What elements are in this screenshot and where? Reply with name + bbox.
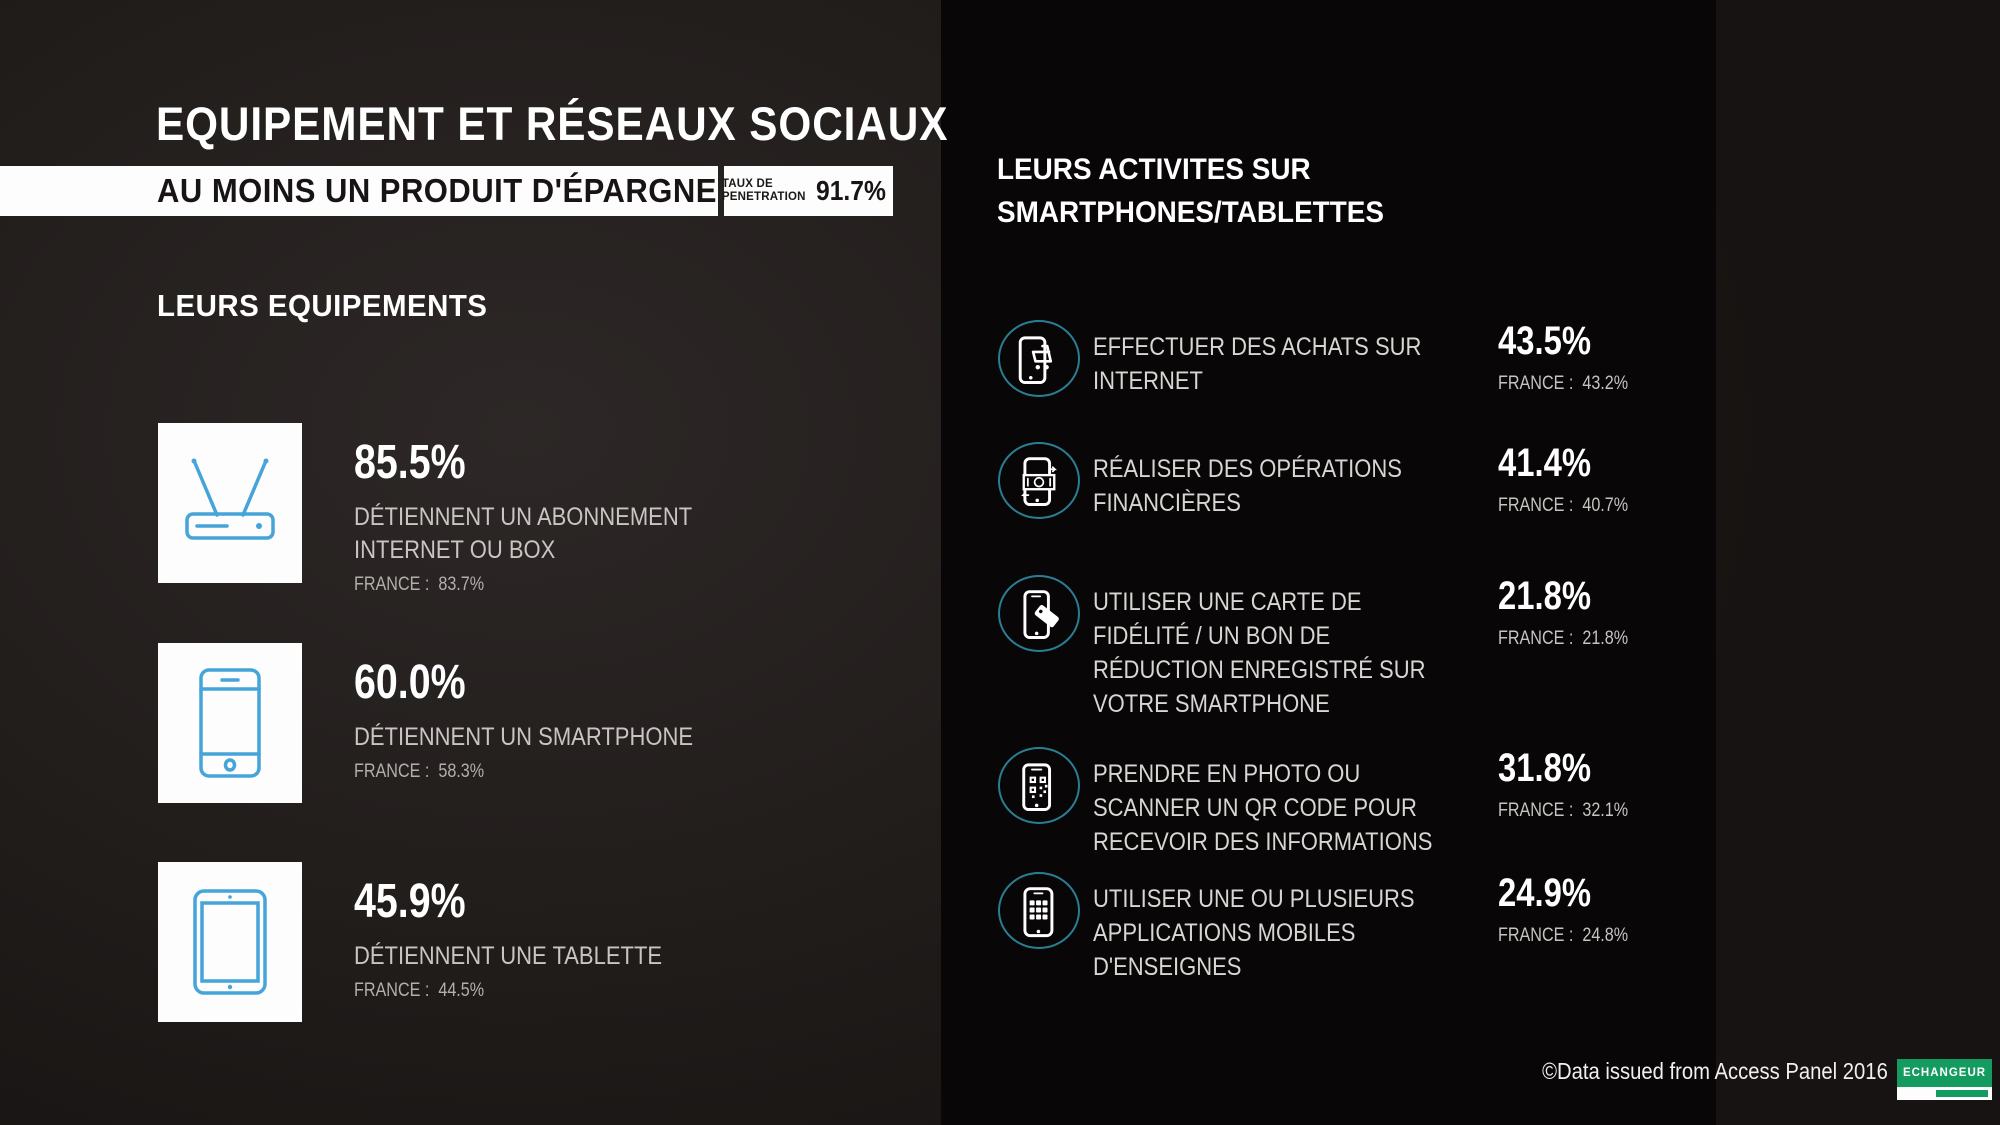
activity-values: 21.8% FRANCE : 21.8% xyxy=(1498,575,1708,650)
equipment-value: 85.5% xyxy=(354,436,466,489)
equipment-text: 60.0% DÉTIENNENT UN SMARTPHONE FRANCE : … xyxy=(354,643,739,803)
equipment-france-value: FRANCE : 83.7% xyxy=(354,574,485,595)
equipment-row-smartphone: 60.0% DÉTIENNENT UN SMARTPHONE FRANCE : … xyxy=(158,643,918,803)
activity-value: 21.8% xyxy=(1498,574,1592,618)
activity-values: 24.9% FRANCE : 24.8% xyxy=(1498,872,1708,947)
icon-card xyxy=(158,862,302,1022)
icon-circle xyxy=(998,575,1080,652)
icon-card xyxy=(158,643,302,803)
activity-row-carte-fidelite: UTILISER UNE CARTE DE FIDÉLITÉ / UN BON … xyxy=(998,575,1708,718)
activity-france-value: FRANCE : 43.2% xyxy=(1498,373,1629,394)
activity-row-qr-code: PRENDRE EN PHOTO OU SCANNER UN QR CODE P… xyxy=(998,747,1708,867)
activity-france-value: FRANCE : 24.8% xyxy=(1498,925,1629,946)
equipment-label: DÉTIENNENT UNE TABLETTE xyxy=(354,942,663,970)
activity-values: 31.8% FRANCE : 32.1% xyxy=(1498,747,1708,822)
section-title-equipments: LEURS EQUIPEMENTS xyxy=(157,288,488,323)
activity-values: 41.4% FRANCE : 40.7% xyxy=(1498,442,1708,517)
icon-circle xyxy=(998,872,1080,949)
equipment-text: 45.9% DÉTIENNENT UNE TABLETTE FRANCE : 4… xyxy=(354,862,704,1022)
activity-france-value: FRANCE : 40.7% xyxy=(1498,495,1629,516)
penetration-rate-label: TAUX DE PENETRATION xyxy=(721,178,806,203)
penetration-rate-box: TAUX DE PENETRATION 91.7% xyxy=(721,166,893,216)
activity-value: 24.9% xyxy=(1498,871,1592,915)
phone-money-icon xyxy=(1012,454,1066,508)
phone-apps-icon xyxy=(1012,884,1066,938)
activity-value: 41.4% xyxy=(1498,441,1592,485)
banner-label: AU MOINS UN PRODUIT D'ÉPARGNE xyxy=(157,172,717,209)
activity-label: UTILISER UNE OU PLUSIEURS APPLICATIONS M… xyxy=(1093,885,1415,981)
smartphone-icon xyxy=(194,665,266,781)
activity-label: PRENDRE EN PHOTO OU SCANNER UN QR CODE P… xyxy=(1093,760,1433,856)
activity-label: RÉALISER DES OPÉRATIONS FINANCIÈRES xyxy=(1093,455,1402,517)
copyright-text: ©Data issued from Access Panel 2016 xyxy=(1542,1058,1888,1084)
echangeur-logo: ECHANGEUR xyxy=(1897,1059,1992,1100)
activity-row-achats-internet: EFFECTUER DES ACHATS SUR INTERNET 43.5% … xyxy=(998,320,1708,430)
tablet-icon xyxy=(189,886,271,998)
penetration-rate-value: 91.7% xyxy=(815,175,886,206)
banner: AU MOINS UN PRODUIT D'ÉPARGNE xyxy=(0,166,718,216)
activity-france-value: FRANCE : 21.8% xyxy=(1498,628,1629,649)
equipment-value: 45.9% xyxy=(354,875,466,928)
right-panel-background xyxy=(941,0,1716,1125)
equipment-label: DÉTIENNENT UN ABONNEMENT INTERNET OU BOX xyxy=(354,503,693,564)
equipment-row-tablet: 45.9% DÉTIENNENT UNE TABLETTE FRANCE : 4… xyxy=(158,862,918,1022)
icon-circle xyxy=(998,320,1080,397)
phone-cart-icon xyxy=(1012,332,1066,386)
page-title: EQUIPEMENT ET RÉSEAUX SOCIAUX xyxy=(156,97,949,150)
equipment-label: DÉTIENNENT UN SMARTPHONE xyxy=(354,723,694,751)
activity-france-value: FRANCE : 32.1% xyxy=(1498,800,1629,821)
phone-qr-icon xyxy=(1012,759,1066,813)
activity-label: EFFECTUER DES ACHATS SUR INTERNET xyxy=(1093,333,1422,395)
phone-tag-icon xyxy=(1012,587,1066,641)
equipment-text: 85.5% DÉTIENNENT UN ABONNEMENT INTERNET … xyxy=(354,423,738,596)
activity-row-operations-financieres: RÉALISER DES OPÉRATIONS FINANCIÈRES 41.4… xyxy=(998,442,1708,552)
section-title-activities: LEURS ACTIVITES SUR SMARTPHONES/TABLETTE… xyxy=(997,153,1384,229)
activity-row-applications-enseignes: UTILISER UNE OU PLUSIEURS APPLICATIONS M… xyxy=(998,872,1708,992)
activity-values: 43.5% FRANCE : 43.2% xyxy=(1498,320,1708,395)
echangeur-logo-baseline xyxy=(1897,1087,1992,1100)
echangeur-logo-text: ECHANGEUR xyxy=(1897,1059,1992,1087)
activity-label: UTILISER UNE CARTE DE FIDÉLITÉ / UN BON … xyxy=(1093,588,1426,718)
icon-circle xyxy=(998,442,1080,519)
equipment-row-internet-box: 85.5% DÉTIENNENT UN ABONNEMENT INTERNET … xyxy=(158,423,918,596)
icon-card xyxy=(158,423,302,583)
equipment-france-value: FRANCE : 58.3% xyxy=(354,761,485,782)
activity-value: 31.8% xyxy=(1498,746,1592,790)
activity-value: 43.5% xyxy=(1498,319,1592,363)
equipment-value: 60.0% xyxy=(354,656,466,709)
router-icon xyxy=(174,455,286,551)
icon-circle xyxy=(998,747,1080,824)
equipment-france-value: FRANCE : 44.5% xyxy=(354,980,485,1001)
echangeur-logo-mark xyxy=(1936,1090,1988,1097)
